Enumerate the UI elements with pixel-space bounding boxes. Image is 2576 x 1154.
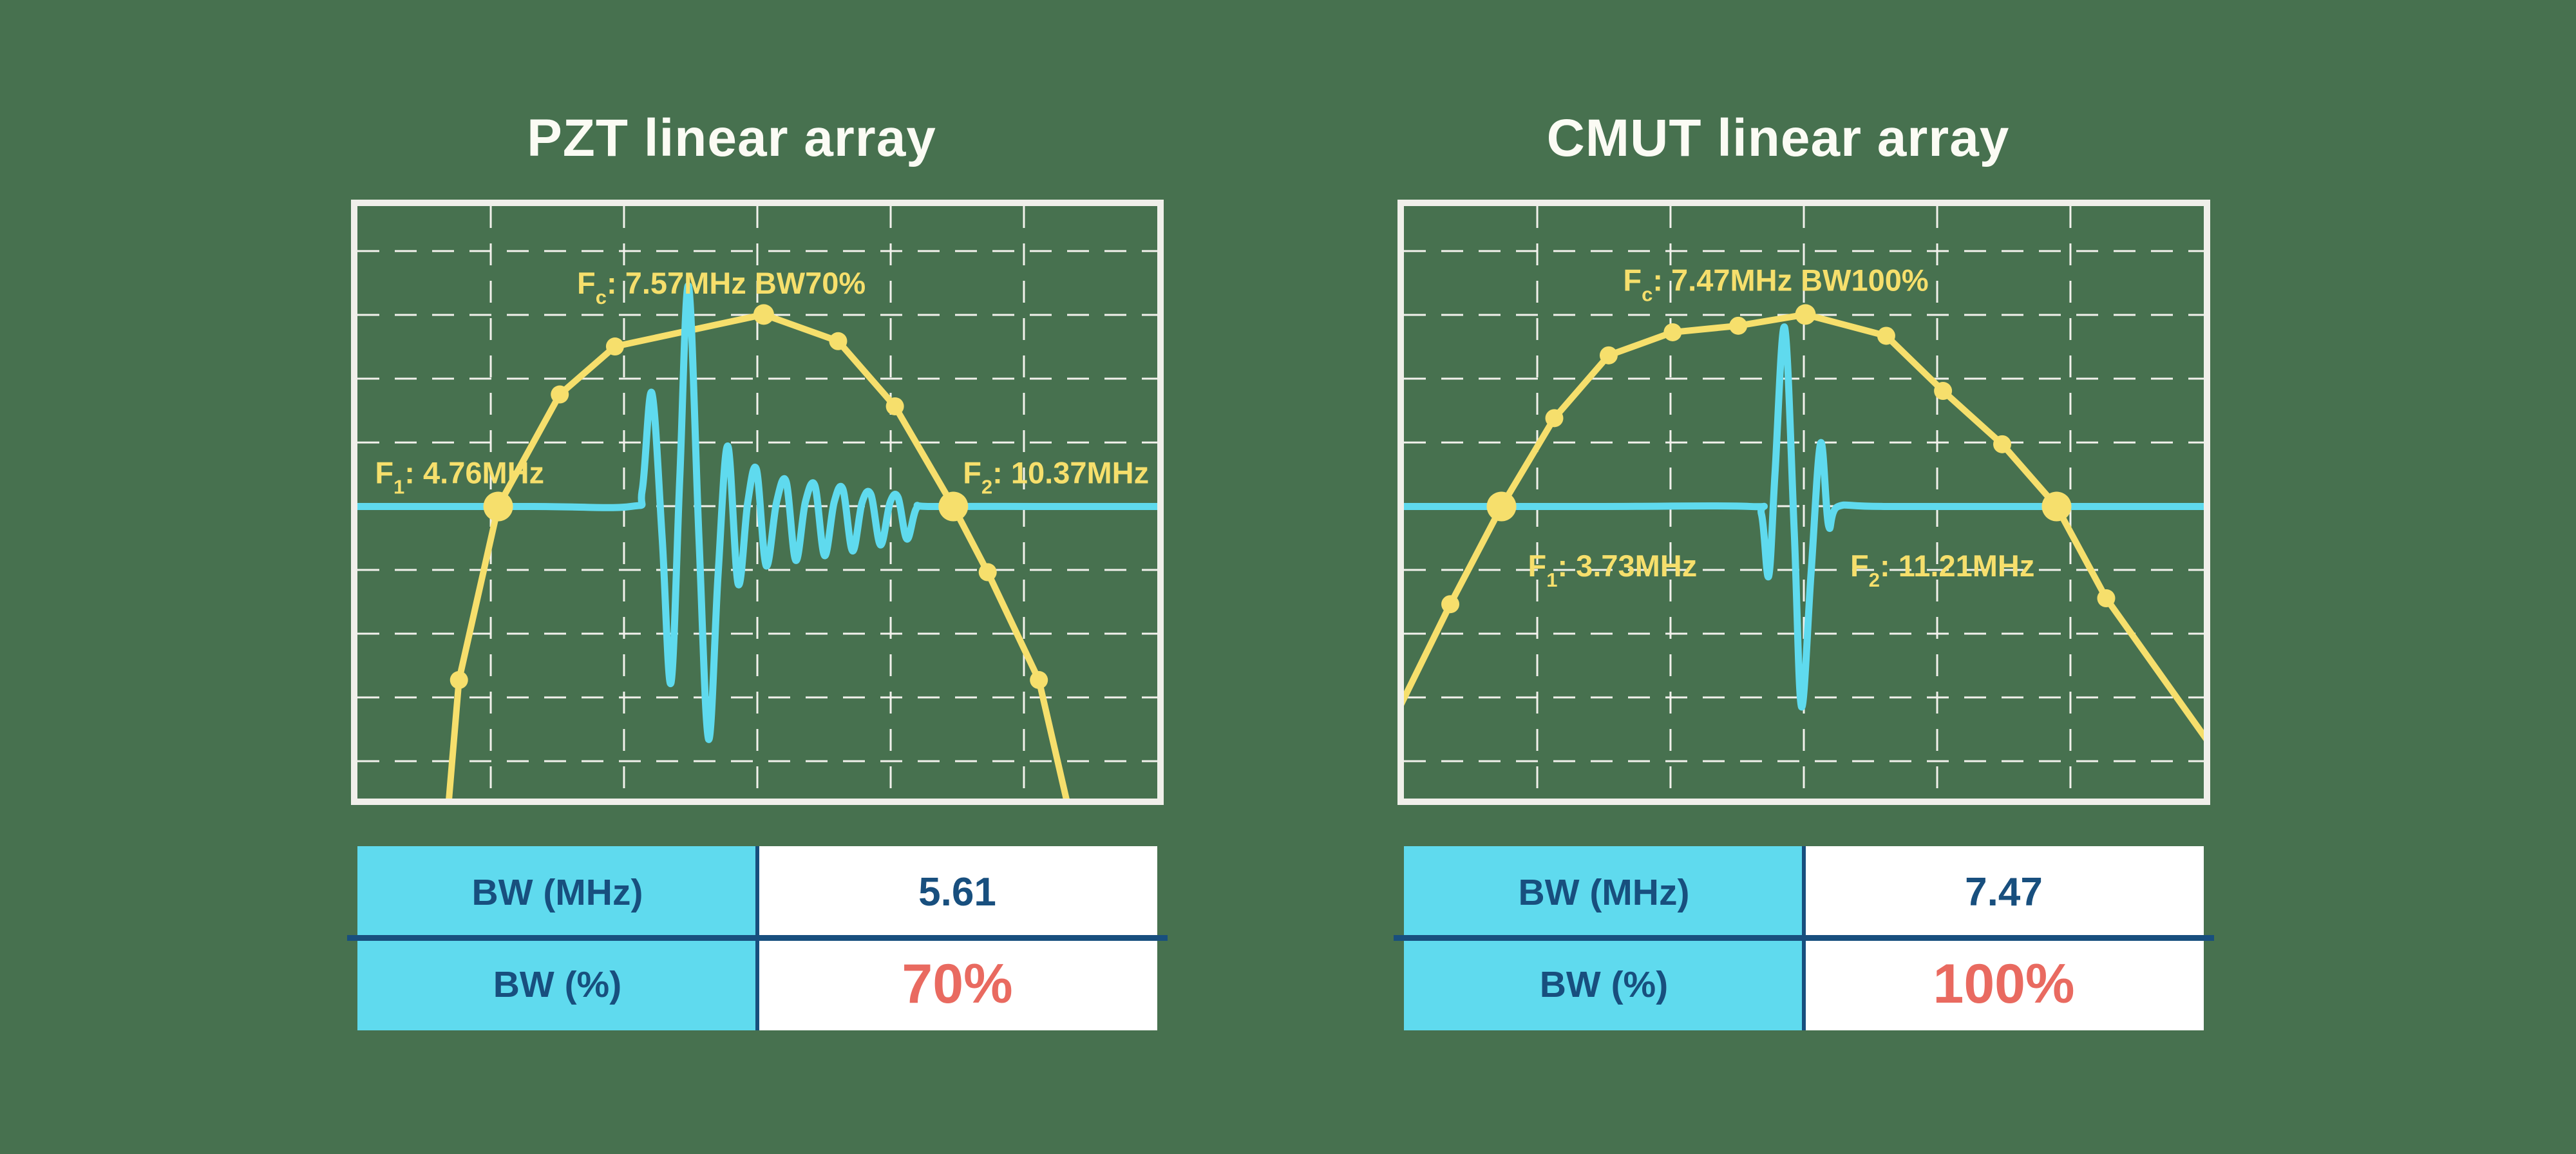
spectrum-curve — [446, 311, 1070, 799]
table-label-bw-pct: BW (%) — [1404, 938, 1804, 1030]
marker-dot — [1663, 323, 1682, 341]
marker-dot — [605, 337, 624, 356]
table-value-bw-pct: 100% — [1804, 938, 2204, 1030]
marker-dot — [450, 671, 468, 689]
table-label-bw-mhz: BW (MHz) — [357, 846, 757, 938]
marker-dot — [551, 385, 569, 404]
pulse-echo-waveform — [1404, 323, 2204, 711]
marker-dot — [829, 332, 848, 350]
bandwidth-table-cmut: BW (MHz) 7.47 BW (%) 100% — [1394, 846, 2214, 1030]
marker-dot — [2041, 491, 2072, 522]
pulse-echo-waveform — [357, 282, 1157, 743]
table-row-divider — [1394, 935, 2214, 941]
f1-annotation: F1: 4.76MHz — [375, 456, 544, 498]
table-row: BW (%) 70% — [357, 938, 1157, 1030]
marker-dot — [1441, 595, 1460, 614]
spectrum-markers — [450, 304, 1048, 689]
marker-dot — [1599, 346, 1618, 364]
panel-title-pzt: PZT linear array — [527, 109, 936, 167]
table-row: BW (MHz) 5.61 — [357, 846, 1157, 938]
spectrum-markers — [1441, 304, 2116, 614]
panel-title-cmut: CMUT linear array — [1546, 109, 2010, 167]
bandwidth-table-pzt: BW (MHz) 5.61 BW (%) 70% — [347, 846, 1168, 1030]
marker-dot — [2097, 589, 2116, 608]
table-value-bw-pct: 70% — [757, 938, 1157, 1030]
marker-dot — [1545, 409, 1564, 428]
marker-dot — [978, 563, 997, 582]
marker-dot — [938, 491, 969, 522]
marker-dot — [1795, 304, 1816, 325]
panel-cmut-linear-array: CMUT linear array Fc: 7.47MHz BW100% F1: … — [1394, 0, 2214, 1154]
table-row: BW (MHz) 7.47 — [1404, 846, 2204, 938]
f2-annotation: F2: 10.37MHz — [963, 456, 1149, 498]
marker-dot — [1729, 316, 1748, 335]
marker-dot — [1030, 671, 1048, 689]
marker-dot — [753, 304, 774, 325]
marker-dot — [886, 397, 904, 415]
plot-frame — [1397, 200, 2210, 805]
marker-dot — [1993, 435, 2012, 453]
table-value-bw-mhz: 7.47 — [1804, 846, 2204, 938]
marker-dot — [1877, 326, 1895, 345]
table-value-bw-mhz: 5.61 — [757, 846, 1157, 938]
spectrum-plot-pzt: Fc: 7.57MHz BW70% F1: 4.76MHz F2: 10.37MHz — [351, 200, 1164, 805]
table-row: BW (%) 100% — [1404, 938, 2204, 1030]
fc-annotation: Fc: 7.47MHz BW100% — [1623, 263, 1928, 306]
plot-frame — [351, 200, 1164, 805]
f2-annotation: F2: 11.21MHz — [1850, 549, 2034, 591]
spectrum-plot-cmut: Fc: 7.47MHz BW100% F1: 3.73MHz F2: 11.21MH… — [1397, 200, 2210, 805]
panel-pzt-linear-array: PZT linear array Fc: 7.57MHz BW70% F1: 4.… — [347, 0, 1168, 1154]
table-label-bw-mhz: BW (MHz) — [1404, 846, 1804, 938]
table-row-divider — [347, 935, 1168, 941]
marker-dot — [1934, 382, 1953, 401]
marker-dot — [1486, 491, 1517, 522]
fc-annotation: Fc: 7.57MHz BW70% — [577, 266, 866, 308]
table-label-bw-pct: BW (%) — [357, 938, 757, 1030]
f1-annotation: F1: 3.73MHz — [1528, 549, 1698, 591]
marker-dot — [483, 491, 513, 522]
